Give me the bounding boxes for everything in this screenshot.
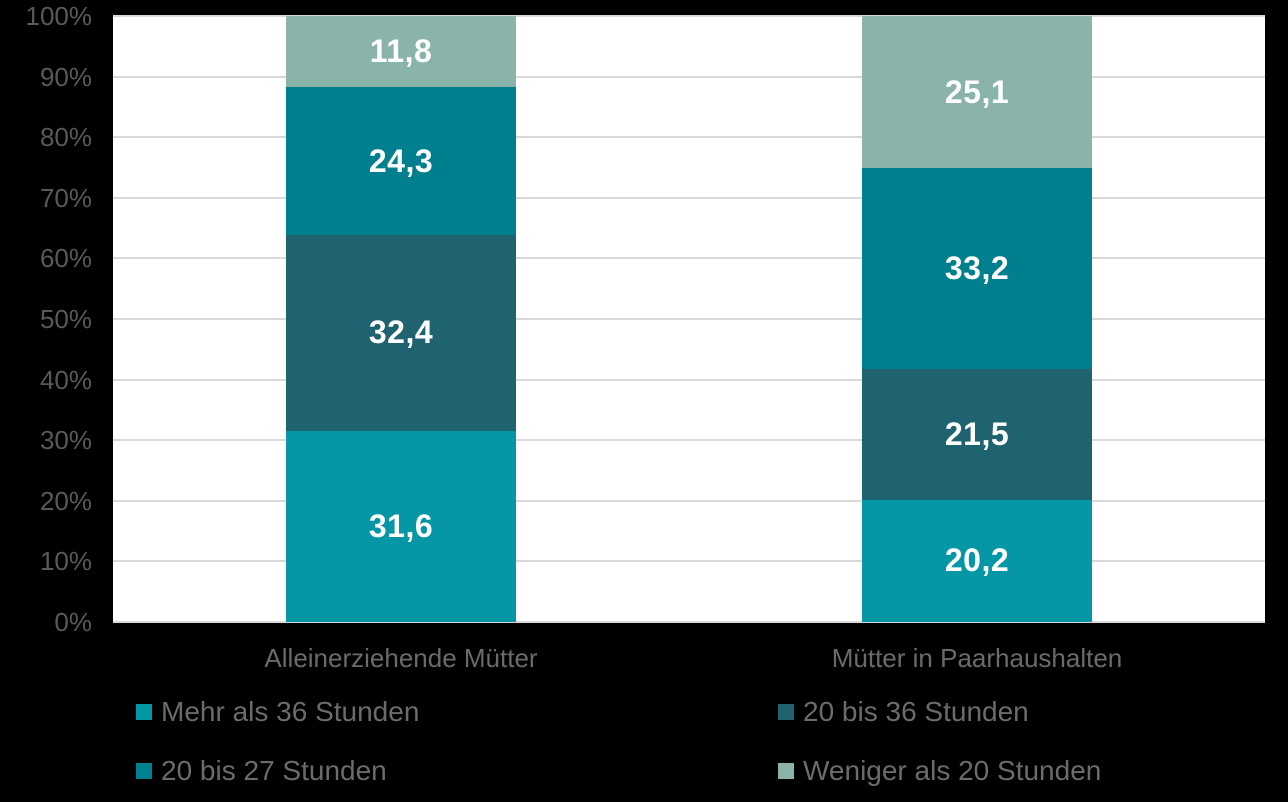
legend-item: 20 bis 27 Stunden	[136, 754, 778, 787]
x-category-label: Mütter in Paarhaushalten	[831, 643, 1123, 673]
y-tick-label: 70%	[39, 182, 92, 213]
gridline	[113, 621, 1265, 623]
y-tick-label: 20%	[39, 485, 92, 516]
legend-swatch-icon	[136, 762, 152, 779]
plot-area: 31,6 32,4 24,3 11,8 20,2 21,5 33,2 25,1	[113, 15, 1265, 623]
y-tick-label: 100%	[25, 1, 93, 31]
gridline	[113, 196, 1265, 199]
legend-label: 20 bis 36 Stunden	[803, 696, 1029, 727]
legend-swatch-icon	[136, 703, 152, 720]
gridline	[113, 499, 1265, 502]
bar-segment: 11,8	[286, 16, 516, 88]
y-tick-label: 0%	[54, 607, 92, 637]
data-label: 21,5	[944, 415, 1010, 452]
gridline	[113, 378, 1265, 381]
bar-segment: 33,2	[862, 168, 1092, 370]
data-label: 20,2	[944, 542, 1010, 579]
data-label: 11,8	[369, 33, 433, 70]
legend-swatch-icon	[778, 703, 794, 720]
y-tick-label: 60%	[39, 243, 92, 274]
data-label: 33,2	[944, 250, 1010, 287]
bar-1: 31,6 32,4 24,3 11,8	[286, 16, 516, 622]
y-tick-label: 10%	[39, 546, 92, 577]
bar-segment: 32,4	[286, 234, 516, 431]
bar-segment: 21,5	[862, 369, 1092, 500]
y-tick-label: 50%	[39, 304, 92, 334]
gridline	[113, 75, 1265, 78]
data-label: 24,3	[368, 142, 434, 179]
bar-2: 20,2 21,5 33,2 25,1	[862, 16, 1092, 622]
gridline	[113, 136, 1265, 139]
legend-item: Weniger als 20 Stunden	[778, 754, 1266, 787]
gridline	[113, 257, 1265, 260]
data-label: 32,4	[368, 314, 434, 351]
y-tick-label: 30%	[39, 425, 92, 456]
y-tick-label: 90%	[39, 61, 92, 92]
gridline	[113, 439, 1265, 442]
gridline	[113, 318, 1265, 320]
y-axis: 0% 10% 20% 30% 40% 50% 60% 70% 80% 90% 100%	[0, 1, 93, 637]
gridline	[113, 560, 1265, 563]
legend-item: 20 bis 36 Stunden	[778, 695, 1266, 728]
gridline	[113, 15, 1265, 17]
x-axis: Alleinerziehende Mütter Mütter in Paarhau…	[113, 643, 1265, 675]
x-category-label: Alleinerziehende Mütter	[264, 643, 538, 673]
bar-segment: 31,6	[286, 430, 516, 622]
y-tick-label: 80%	[39, 122, 92, 153]
legend-item: Mehr als 36 Stunden	[136, 695, 778, 728]
legend-label: 20 bis 27 Stunden	[161, 755, 387, 786]
y-tick-label: 40%	[39, 364, 92, 395]
legend-label: Mehr als 36 Stunden	[161, 696, 420, 727]
legend-label: Weniger als 20 Stunden	[803, 755, 1102, 786]
legend: Mehr als 36 Stunden 20 bis 36 Stunden 20 b…	[136, 695, 1266, 787]
legend-swatch-icon	[778, 762, 794, 779]
data-label: 31,6	[368, 507, 434, 544]
bar-segment: 25,1	[862, 16, 1092, 169]
bar-segment: 20,2	[862, 499, 1092, 622]
bar-segment: 24,3	[286, 87, 516, 235]
data-label: 25,1	[944, 73, 1010, 110]
